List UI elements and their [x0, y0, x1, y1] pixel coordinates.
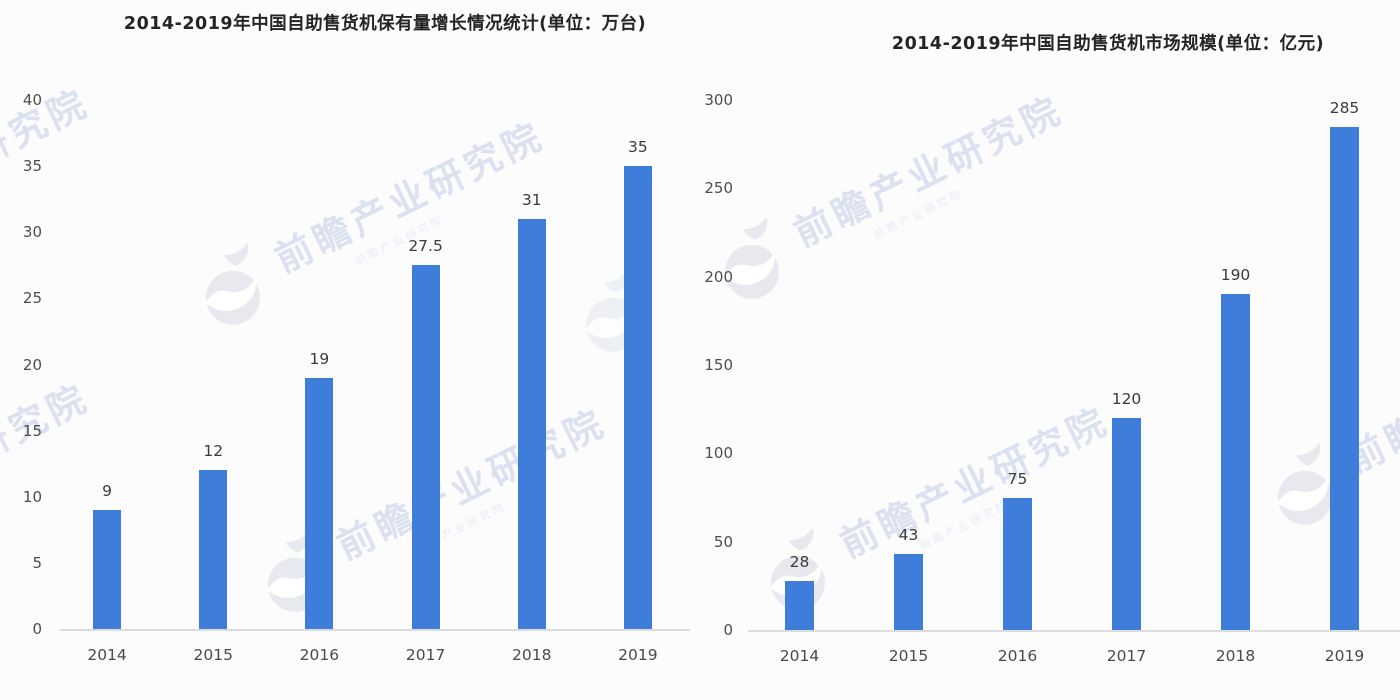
watermark-texts: 前瞻产业研究院前瞻产业研究院 [326, 392, 622, 586]
watermark-subtext: 前瞻产业研究院 [871, 186, 966, 242]
y-tick-label-150: 150 [704, 356, 733, 374]
bar-2017 [1112, 418, 1141, 630]
y-tick-label-15: 15 [22, 421, 42, 440]
y-tick-label-10: 10 [22, 487, 42, 506]
bar-value-label-2017: 27.5 [408, 237, 443, 256]
x-tick-label-2016: 2016 [997, 647, 1038, 665]
bar-value-label-2018: 31 [521, 191, 542, 210]
bar-2019 [1330, 126, 1359, 630]
bar-value-label-2015: 12 [203, 442, 224, 461]
y-tick-label-35: 35 [22, 157, 42, 176]
y-tick-label-40: 40 [22, 91, 42, 109]
bar-2015 [894, 554, 923, 630]
bar-2018 [1221, 294, 1250, 630]
x-tick-label-2017: 2017 [1106, 647, 1147, 665]
watermark-text: 前瞻产业研究院 [330, 400, 614, 568]
bar-2016 [1003, 497, 1032, 630]
watermark: 前瞻产业研究院前瞻产业研究院 [703, 78, 1080, 313]
bar-value-label-2016: 75 [1007, 469, 1028, 488]
x-tick-label-2019: 2019 [618, 646, 658, 664]
qianzhan-logo-icon [724, 216, 779, 299]
bar-2016 [305, 377, 334, 629]
y-tick-label-250: 250 [704, 179, 733, 198]
y-tick-label-0: 0 [723, 621, 733, 639]
bar-value-label-2017: 120 [1111, 390, 1142, 408]
watermark-subtext: 前瞻产业研究院 [0, 123, 105, 236]
y-tick-label-25: 25 [22, 289, 42, 308]
x-tick-label-2018: 2018 [1215, 647, 1256, 665]
bar-2018 [517, 219, 546, 629]
y-tick-label-100: 100 [704, 444, 733, 463]
bar-value-label-2019: 35 [628, 138, 648, 157]
y-tick-label-30: 30 [22, 223, 42, 242]
x-tick-label-2019: 2019 [1324, 647, 1365, 665]
x-tick-label-2017: 2017 [405, 646, 446, 664]
x-axis-line [60, 629, 690, 631]
y-tick-label-5: 5 [32, 553, 42, 572]
x-tick-label-2015: 2015 [888, 647, 929, 665]
bar-value-label-2014: 28 [789, 552, 810, 571]
watermark-texts: 前瞻产业研究院前瞻产业研究院 [783, 79, 1079, 273]
y-tick-label-50: 50 [713, 532, 733, 551]
chart-ownership-title: 2014-2019年中国自助售货机保有量增长情况统计(单位：万台) [123, 14, 647, 34]
y-tick-label-0: 0 [32, 620, 42, 638]
x-tick-label-2015: 2015 [193, 646, 233, 664]
x-tick-label-2014: 2014 [779, 647, 820, 665]
bar-2014 [93, 509, 122, 629]
bar-value-label-2019: 285 [1329, 98, 1360, 117]
bar-2017 [411, 265, 440, 629]
y-tick-label-300: 300 [704, 91, 733, 109]
chart-market-size-title: 2014-2019年中国自助售货机市场规模(单位：亿元) [891, 34, 1325, 54]
qianzhan-logo-icon [205, 242, 260, 325]
watermark-text: 前瞻产业研究院 [0, 375, 97, 543]
bar-value-label-2018: 190 [1220, 266, 1251, 285]
bar-value-label-2016: 19 [309, 349, 330, 368]
bar-value-label-2014: 9 [102, 481, 113, 500]
bar-2015 [199, 470, 228, 629]
bar-value-label-2015: 43 [898, 526, 919, 545]
x-axis-line [748, 630, 1400, 632]
x-tick-label-2016: 2016 [299, 646, 340, 664]
bar-2014 [785, 580, 814, 630]
watermark-text: 前瞻产业研究院 [787, 87, 1071, 255]
x-tick-label-2018: 2018 [512, 646, 552, 664]
x-tick-label-2014: 2014 [87, 646, 127, 664]
y-tick-label-20: 20 [22, 355, 42, 374]
y-tick-label-200: 200 [704, 267, 733, 286]
watermark: 前瞻产业研究院前瞻产业研究院 [184, 104, 561, 339]
bar-2019 [623, 166, 652, 629]
